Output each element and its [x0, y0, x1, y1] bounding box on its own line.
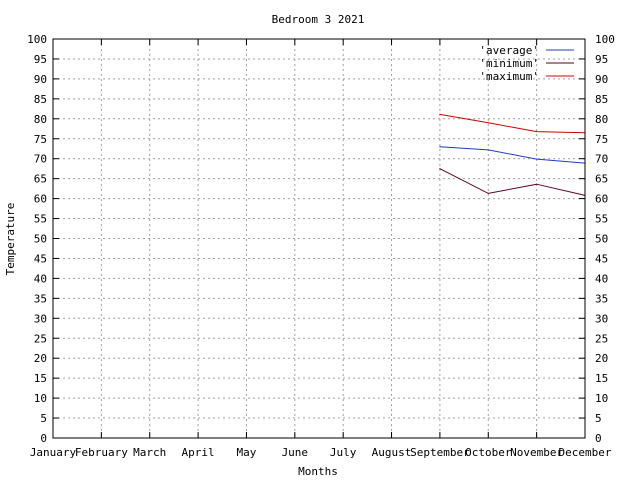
- y-tick-label-left: 90: [34, 73, 47, 86]
- y-tick-label-right: 60: [595, 193, 608, 206]
- data-point: [536, 183, 538, 185]
- x-tick-label: October: [465, 446, 512, 459]
- y-tick-label-right: 20: [595, 352, 608, 365]
- x-tick-label: April: [182, 446, 215, 459]
- series-line: [439, 168, 586, 196]
- grid: [53, 39, 585, 438]
- y-tick-label-left: 20: [34, 352, 47, 365]
- data-point: [439, 146, 441, 148]
- y-tick-label-right: 45: [595, 252, 608, 265]
- y-tick-label-left: 25: [34, 332, 47, 345]
- y-tick-label-left: 5: [40, 412, 47, 425]
- y-tick-label-left: 80: [34, 113, 47, 126]
- y-tick-label-left: 0: [40, 432, 47, 445]
- data-point: [439, 168, 441, 170]
- x-tick-label: February: [75, 446, 128, 459]
- y-tick-label-right: 50: [595, 233, 608, 246]
- y-tick-label-right: 65: [595, 173, 608, 186]
- y-tick-label-left: 40: [34, 272, 47, 285]
- legend-label: 'minimum': [479, 57, 539, 70]
- x-tick-label: March: [133, 446, 166, 459]
- y-tick-label-right: 15: [595, 372, 608, 385]
- legend-label: 'average': [479, 44, 539, 57]
- y-tick-label-right: 10: [595, 392, 608, 405]
- y-axis-label: Temperature: [4, 203, 17, 276]
- y-tick-label-left: 85: [34, 93, 47, 106]
- y-tick-label-right: 70: [595, 153, 608, 166]
- data-point: [487, 192, 489, 195]
- y-tick-label-left: 30: [34, 312, 47, 325]
- y-tick-label-right: 30: [595, 312, 608, 325]
- y-tick-label-right: 75: [595, 133, 608, 146]
- y-tick-label-left: 10: [34, 392, 47, 405]
- x-tick-label: January: [30, 446, 77, 459]
- y-tick-label-right: 25: [595, 332, 608, 345]
- x-tick-label: November: [510, 446, 563, 459]
- y-tick-label-right: 95: [595, 53, 608, 66]
- x-tick-label: June: [282, 446, 309, 459]
- series-line: [439, 146, 586, 164]
- y-tick-label-right: 55: [595, 213, 608, 226]
- y-tick-label-left: 65: [34, 173, 47, 186]
- y-tick-label-right: 0: [595, 432, 602, 445]
- data-point: [487, 149, 489, 151]
- y-tick-label-left: 75: [34, 133, 47, 146]
- y-tick-label-left: 50: [34, 233, 47, 246]
- y-tick-label-right: 40: [595, 272, 608, 285]
- y-tick-label-right: 85: [595, 93, 608, 106]
- legend: 'average''minimum''maximum': [479, 44, 574, 83]
- x-tick-label: August: [372, 446, 412, 459]
- x-tick-label: December: [559, 446, 612, 459]
- data-point: [439, 113, 441, 116]
- legend-label: 'maximum': [479, 70, 539, 83]
- plot-border: [52, 38, 586, 439]
- x-tick-label: May: [237, 446, 257, 459]
- y-tick-label-left: 70: [34, 153, 47, 166]
- y-tick-label-right: 80: [595, 113, 608, 126]
- x-tick-label: September: [410, 446, 470, 459]
- y-tick-label-right: 35: [595, 292, 608, 305]
- x-tick-label: July: [330, 446, 357, 459]
- data-point: [487, 122, 489, 124]
- y-tick-label-left: 95: [34, 53, 47, 66]
- y-tick-label-left: 45: [34, 252, 47, 265]
- series-lines: [439, 113, 586, 197]
- y-tick-label-right: 5: [595, 412, 602, 425]
- y-tick-label-left: 15: [34, 372, 47, 385]
- y-tick-label-left: 60: [34, 193, 47, 206]
- y-tick-label-left: 55: [34, 213, 47, 226]
- x-axis-label: Months: [298, 465, 338, 478]
- series-line: [439, 113, 586, 134]
- data-point: [536, 130, 538, 133]
- y-tick-label-right: 90: [595, 73, 608, 86]
- y-tick-label-left: 100: [27, 33, 47, 46]
- data-point: [536, 158, 538, 160]
- chart-title: Bedroom 3 2021: [272, 13, 365, 26]
- y-tick-label-left: 35: [34, 292, 47, 305]
- y-tick-label-right: 100: [595, 33, 615, 46]
